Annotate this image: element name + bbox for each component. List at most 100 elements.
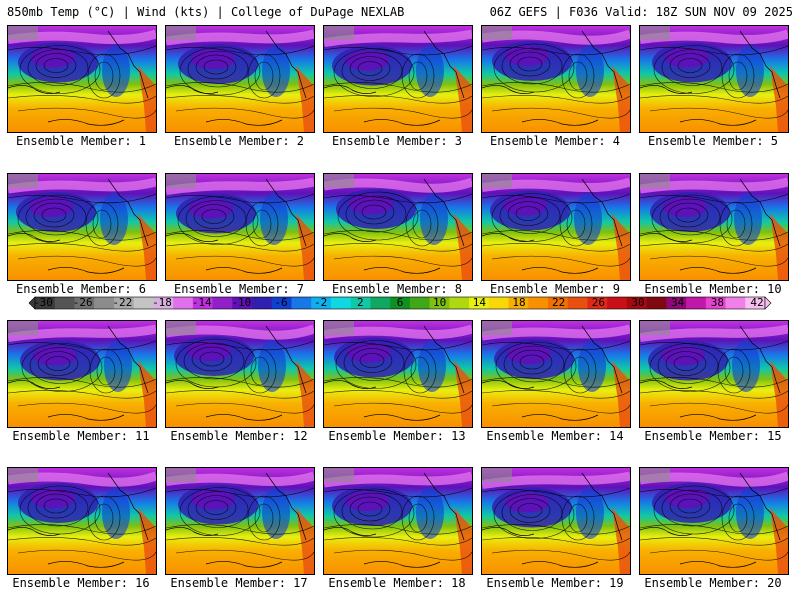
ensemble-member-label: Ensemble Member: 20: [644, 576, 782, 590]
colorbar-swatch: [745, 297, 766, 309]
ensemble-member-label: Ensemble Member: 2: [173, 134, 305, 148]
ensemble-map-panel: [7, 173, 157, 281]
ensemble-map-panel: [7, 25, 157, 133]
colorbar-swatch: [173, 297, 194, 309]
colorbar-swatch: [488, 297, 510, 309]
ensemble-member-label: Ensemble Member: 9: [489, 282, 621, 296]
colorbar-swatch: [94, 297, 115, 309]
ensemble-member-label: Ensemble Member: 6: [15, 282, 147, 296]
ensemble-member-label: Ensemble Member: 13: [328, 429, 466, 443]
colorbar-swatch: [547, 297, 569, 309]
colorbar-swatch: [449, 297, 470, 309]
ensemble-member-label: Ensemble Member: 12: [170, 429, 308, 443]
colorbar-swatch: [291, 297, 312, 309]
model-run-info: 06Z GEFS | F036 Valid: 18Z SUN NOV 09 20…: [489, 5, 793, 19]
colorbar-tick-label: -6: [274, 296, 288, 309]
ensemble-map-panel: [7, 320, 157, 428]
colorbar-tick-label: -14: [191, 296, 212, 309]
colorbar-tick-label: -26: [72, 296, 93, 309]
temperature-colorbar: [28, 296, 772, 310]
ensemble-member-label: Ensemble Member: 16: [12, 576, 150, 590]
colorbar-swatch: [607, 297, 628, 309]
colorbar-tick-label: 14: [472, 296, 486, 309]
colorbar-tick-label: 22: [552, 296, 566, 309]
colorbar-tick-label: 34: [671, 296, 685, 309]
colorbar-tick-label: 38: [710, 296, 724, 309]
colorbar-swatch: [705, 297, 727, 309]
colorbar-swatch: [350, 297, 371, 309]
ensemble-member-label: Ensemble Member: 3: [331, 134, 463, 148]
colorbar-tick-label: 6: [396, 296, 404, 309]
colorbar-tick-label: 10: [433, 296, 447, 309]
colorbar-swatch: [113, 297, 135, 309]
colorbar-swatch: [666, 297, 687, 309]
colorbar-swatch: [528, 297, 549, 309]
ensemble-map-panel: [323, 173, 473, 281]
colorbar-swatch: [133, 297, 154, 309]
ensemble-member-label: Ensemble Member: 1: [15, 134, 147, 148]
ensemble-map-panel: [165, 25, 315, 133]
colorbar-tick-label: 26: [591, 296, 605, 309]
ensemble-member-label: Ensemble Member: 18: [328, 576, 466, 590]
colorbar-tick-label: -2: [314, 296, 328, 309]
ensemble-map-panel: [323, 467, 473, 575]
ensemble-map-panel: [323, 25, 473, 133]
ensemble-member-label: Ensemble Member: 5: [647, 134, 779, 148]
colorbar-swatch: [35, 297, 56, 309]
colorbar-swatch: [587, 297, 608, 309]
colorbar-swatch: [646, 297, 667, 309]
ensemble-member-label: Ensemble Member: 11: [12, 429, 150, 443]
ensemble-map-panel: [639, 25, 789, 133]
ensemble-member-label: Ensemble Member: 14: [486, 429, 624, 443]
colorbar-swatch: [409, 297, 431, 309]
colorbar-tick-label: 42: [750, 296, 764, 309]
colorbar-swatch: [686, 297, 707, 309]
ensemble-member-label: Ensemble Member: 17: [170, 576, 308, 590]
ensemble-member-label: Ensemble Member: 7: [173, 282, 305, 296]
colorbar-tick-label: -22: [112, 296, 133, 309]
ensemble-map-panel: [639, 467, 789, 575]
colorbar-swatch: [330, 297, 352, 309]
colorbar-swatch: [429, 297, 450, 309]
colorbar-tick-label: 30: [631, 296, 645, 309]
ensemble-map-panel: [639, 173, 789, 281]
colorbar-swatch: [54, 297, 75, 309]
colorbar-swatch: [271, 297, 292, 309]
ensemble-member-label: Ensemble Member: 8: [331, 282, 463, 296]
ensemble-map-panel: [165, 320, 315, 428]
colorbar-swatch: [390, 297, 411, 309]
colorbar-swatch: [212, 297, 233, 309]
colorbar-swatch: [232, 297, 253, 309]
ensemble-map-panel: [323, 320, 473, 428]
ensemble-map-panel: [481, 25, 631, 133]
ensemble-map-panel: [165, 173, 315, 281]
colorbar-tick-label: 2: [357, 296, 364, 309]
ensemble-member-label: Ensemble Member: 19: [486, 576, 624, 590]
colorbar-swatch: [508, 297, 529, 309]
colorbar-swatch: [725, 297, 746, 309]
ensemble-map-panel: [165, 467, 315, 575]
ensemble-map-panel: [7, 467, 157, 575]
ensemble-member-label: Ensemble Member: 4: [489, 134, 621, 148]
colorbar-swatch: [311, 297, 332, 309]
colorbar-swatch: [567, 297, 588, 309]
colorbar-swatch: [469, 297, 490, 309]
map-title: 850mb Temp (°C) | Wind (kts) | College o…: [7, 5, 405, 19]
ensemble-map-panel: [481, 173, 631, 281]
ensemble-map-panel: [481, 467, 631, 575]
colorbar-swatch: [252, 297, 273, 309]
colorbar-swatch: [153, 297, 174, 309]
colorbar-swatch: [74, 297, 95, 309]
ensemble-member-label: Ensemble Member: 15: [644, 429, 782, 443]
colorbar-swatch: [192, 297, 214, 309]
colorbar-tick-label: -18: [152, 296, 172, 309]
ensemble-map-panel: [639, 320, 789, 428]
colorbar-tick-label: 18: [512, 296, 526, 309]
colorbar-tick-label: -30: [33, 296, 53, 309]
colorbar-tick-label: -10: [231, 296, 252, 309]
colorbar-swatch: [626, 297, 648, 309]
colorbar-swatch: [370, 297, 391, 309]
colorbar-max-arrow: [764, 296, 772, 310]
ensemble-member-label: Ensemble Member: 10: [644, 282, 782, 296]
ensemble-map-panel: [481, 320, 631, 428]
